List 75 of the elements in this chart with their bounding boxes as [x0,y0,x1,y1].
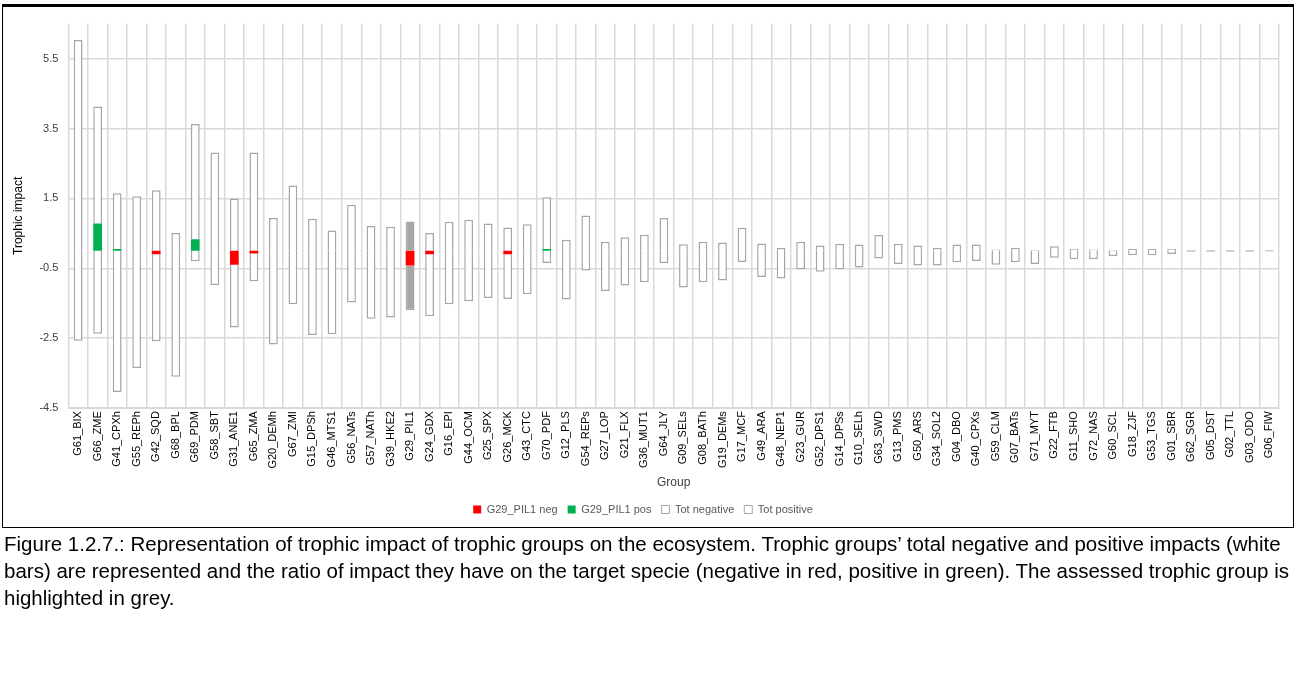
x-tick-label: G41_CPXh [110,411,123,467]
x-axis-title: Group [657,475,691,490]
x-tick-label: G19_DEMs [715,410,728,468]
legend-label: G29_PIL1 neg [486,502,558,515]
x-tick-label: G66_ZME [90,411,103,462]
x-tick-label: G60_SCL [1106,411,1119,460]
x-tick-label: G06_FIW [1262,410,1275,459]
x-tick-label: G08_BATh [696,411,708,465]
x-tick-label: G29_PIL1 [403,411,416,461]
x-tick-label: G15_DPSh [305,411,318,467]
x-tick-label: G21_FLX [617,410,630,459]
legend-label: Tot positive [757,502,813,515]
x-tick-label: G61_BIX [71,410,84,456]
x-tick-label: G42_SQD [149,411,162,462]
x-tick-label: G14_DPSs [832,410,845,467]
x-tick-label: G63_SWD [871,411,884,464]
x-tick-label: G46_MTS1 [324,411,337,468]
y-tick-label: 5.5 [43,51,59,64]
x-tick-label: G34_SOL2 [930,411,943,467]
x-tick-label: G07_BATs [1008,410,1021,463]
x-tick-label: G57_NATh [364,411,377,466]
x-tick-label: G62_SGR [1184,411,1197,462]
y-tick-label: -2.5 [39,331,59,344]
x-tick-label: G71_MYT [1027,410,1040,462]
x-tick-label: G09_SELs [676,410,689,465]
x-tick-label: G68_BPL [168,411,181,459]
x-tick-label: G13_PMS [891,411,904,462]
x-tick-label: G55_REPh [129,411,142,467]
y-tick-label: 1.5 [43,191,59,204]
x-tick-label: G03_ODO [1242,410,1255,464]
x-tick-label: G23_GUR [793,411,806,463]
x-tick-label: G58_SBT [207,410,220,460]
x-tick-label: G11_SHO [1067,410,1079,462]
x-tick-label: G69_PDM [188,411,201,463]
x-tick-label: G01_SBR [1164,411,1177,461]
x-tick-label: G16_EPI [442,411,455,456]
x-tick-label: G20_DEMh [266,411,279,469]
x-tick-label: G72_NAS [1086,411,1099,461]
x-tick-label: G04_DBO [949,410,962,462]
x-tick-label: G10_SELh [852,411,865,465]
x-tick-label: G22_FTB [1047,411,1060,459]
x-tick-label: G70_PDF [539,410,552,461]
x-tick-label: G12_PLS [559,411,572,459]
legend-label: G29_PIL1 pos [581,502,652,515]
x-tick-label: G25_SPX [481,410,494,461]
x-tick-label: G27_LOP [598,411,611,461]
caption: Figure 1.2.7.: Representation of trophic impact of trophic groups on the ecosystem. Trophic groups’ total negative and positive impacts (white bars) are represented and the ratio of impact they have on the target specie (negative in red, positive in green). The assessed trophic group is highlighted in grey. [4,531,1291,611]
x-tick-label: G56_NATs [344,410,357,464]
x-tick-label: G50_ARS [910,411,923,461]
x-tick-label: G49_ARA [754,410,767,461]
x-tick-label: G24_GDX [422,410,435,462]
x-tick-label: G64_JLY [656,410,669,457]
x-tick-label: G02_TTL [1223,411,1236,458]
y-tick-label: 3.5 [43,121,59,134]
x-tick-label: G65_ZMA [246,410,259,462]
y-axis-title: Trophic impact [10,176,25,255]
x-tick-label: G36_MUT1 [637,411,650,468]
y-tick-label: -0.5 [39,261,59,274]
y-tick-label: -4.5 [39,401,59,414]
x-tick-label: G54_REPs [578,410,591,467]
x-tick-label: G59_CLM [988,411,1001,462]
x-tick-label: G17_MCF [735,410,748,462]
x-tick-label: G44_OCM [461,411,474,464]
x-tick-label: G18_ZJF [1125,410,1138,457]
x-tick-label: G40_CPXs [969,410,982,467]
x-tick-label: G52_DPS1 [813,411,826,467]
x-tick-label: G43_CTC [520,411,533,461]
x-tick-label: G05_DST [1203,410,1216,461]
x-tick-label: G26_MCK [500,410,513,463]
x-tick-label: G31_ANE1 [227,411,240,467]
x-tick-label: G39_HKE2 [383,411,396,467]
x-tick-label: G48_NEP1 [774,411,787,467]
x-tick-label: G67_ZMI [285,411,298,457]
legend-label: Tot negative [674,502,735,515]
x-tick-label: G53_TGS [1145,411,1158,461]
